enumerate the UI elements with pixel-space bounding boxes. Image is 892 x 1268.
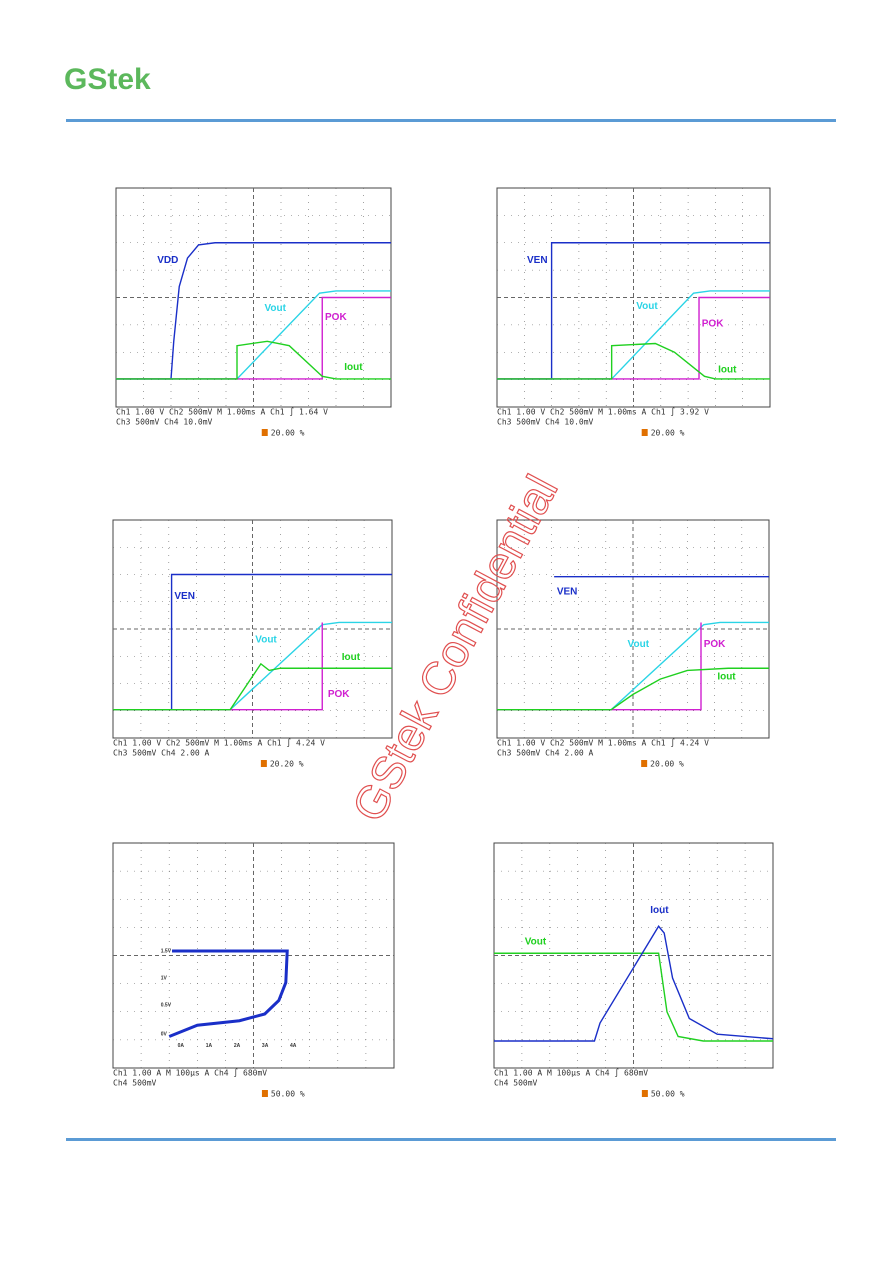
scope: VEN Vout Iout POK Ch1 1.00 V Ch2 500mV M 1.0… [112, 519, 393, 769]
status-line: Ch1 1.00 A M 100µs A Ch4 ∫ 680mV [113, 1069, 267, 1078]
scope: VEN Vout POK Iout Ch1 1.00 V Ch2 500mV M 1.0… [496, 519, 770, 769]
status-line: Ch3 500mV Ch4 2.00 A [497, 749, 594, 758]
trace [494, 925, 774, 1042]
status-line: Ch3 500mV Ch4 2.00 A [113, 749, 210, 758]
trigger-icon [261, 1090, 268, 1097]
trigger-icon [641, 1090, 648, 1097]
trace-label: Iout [342, 652, 361, 663]
trace-label: VDD [157, 255, 178, 266]
scope: 1.5V 1V 0.5V 0V 0A 1A 2A 3A 4A Ch1 1.00 A M 100µs… [112, 842, 395, 1099]
status-line: Ch1 1.00 V Ch2 500mV M 1.00ms A Ch1 ∫ 4.… [497, 739, 709, 748]
trace-label: VEN [527, 255, 548, 266]
status-line: Ch1 1.00 V Ch2 500mV M 1.00ms A Ch1 ∫ 4.… [113, 739, 325, 748]
trace-label: Vout [628, 639, 650, 650]
trace-label: Iout [344, 362, 363, 373]
trigger-level: 50.00 % [271, 1090, 305, 1099]
trace [497, 667, 769, 711]
status-line: Ch1 1.00 V Ch2 500mV M 1.00ms A Ch1 ∫ 1.… [116, 408, 328, 417]
status-line: Ch1 1.00 A M 100µs A Ch4 ∫ 680mV [494, 1069, 648, 1078]
trigger-level: 20.00 % [651, 429, 685, 438]
trace-label: Vout [636, 301, 658, 312]
scope: VDD Vout POK Iout Ch1 1.00 V Ch2 500mV M 1.0… [115, 187, 392, 438]
status-line: Ch4 500mV [494, 1079, 538, 1088]
scope: VEN Vout POK Iout Ch1 1.00 V Ch2 500mV M 1.0… [496, 187, 771, 438]
trace-label: Iout [650, 905, 669, 916]
trace-label: 0.5V [161, 1002, 172, 1008]
trace-label: POK [328, 689, 350, 700]
trace-label: 3A [262, 1043, 269, 1049]
trigger-level: 20.00 % [650, 760, 684, 769]
trace-label: 0V [161, 1032, 168, 1038]
trace-label: VEN [174, 591, 195, 602]
trigger-level: 50.00 % [651, 1090, 685, 1099]
trigger-icon [261, 429, 268, 436]
trace [116, 340, 391, 380]
rule-top [66, 119, 836, 122]
logo: GStek [64, 63, 151, 96]
trace-label: Iout [718, 364, 737, 375]
trace-label: 0A [178, 1043, 185, 1049]
trace [113, 662, 392, 711]
trace-label: 2A [234, 1043, 241, 1049]
trigger-icon [260, 760, 267, 767]
trigger-level: 20.00 % [271, 429, 305, 438]
trace-label: POK [702, 318, 724, 329]
trace [116, 242, 391, 380]
trace-label: Iout [717, 672, 736, 683]
trace-label: 1A [206, 1043, 213, 1049]
trace-label: POK [704, 639, 726, 650]
status-line: Ch4 500mV [113, 1079, 157, 1088]
trace [168, 949, 289, 1038]
trace-label: VEN [557, 587, 578, 598]
trigger-level: 20.20 % [270, 760, 304, 769]
trigger-icon [641, 760, 648, 767]
trace-label: Vout [525, 937, 547, 948]
trace-label: 1V [161, 975, 168, 981]
status-line: Ch3 500mV Ch4 10.0mV [497, 418, 594, 427]
trace-label: 4A [290, 1043, 297, 1049]
trigger-icon [641, 429, 648, 436]
trace [494, 952, 773, 1042]
status-line: Ch1 1.00 V Ch2 500mV M 1.00ms A Ch1 ∫ 3.… [497, 408, 709, 417]
trace-label: 1.5V [161, 948, 172, 954]
status-line: Ch3 500mV Ch4 10.0mV [116, 418, 213, 427]
rule-bottom [66, 1138, 836, 1141]
scope: Iout Vout Ch1 1.00 A M 100µs A Ch4 ∫ 680mV… [493, 842, 774, 1099]
trace-label: Vout [265, 303, 287, 314]
trace-label: Vout [255, 635, 277, 646]
trace-label: POK [325, 312, 347, 323]
trace [497, 342, 770, 380]
